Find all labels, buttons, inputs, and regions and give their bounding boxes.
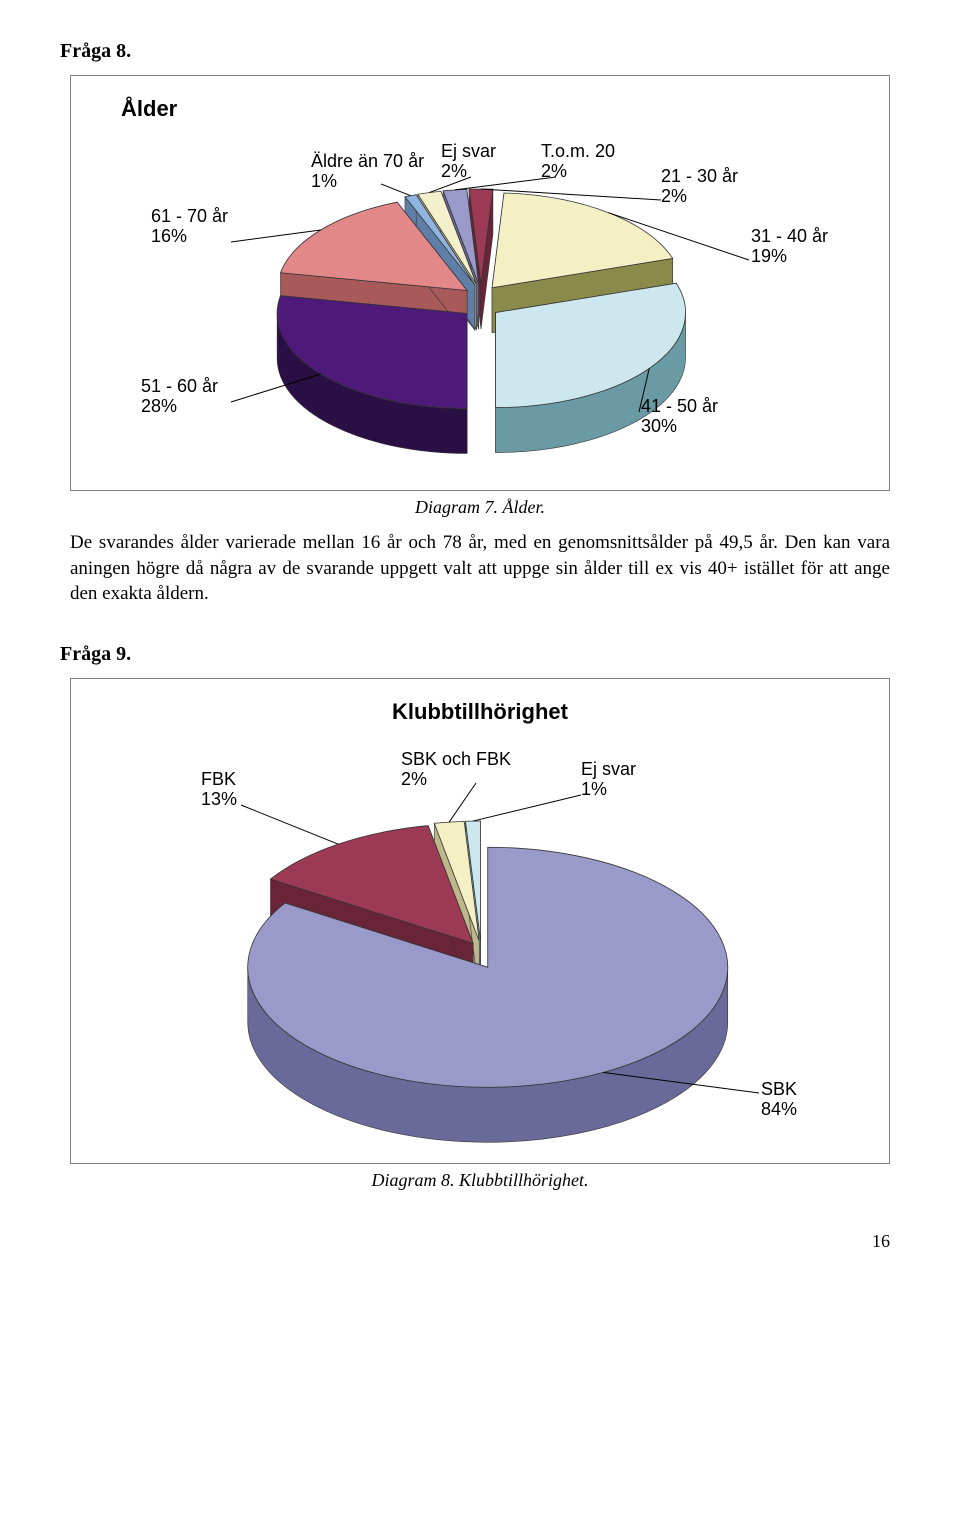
pie-slice-label: Äldre än 70 år1% [311, 151, 424, 191]
pie-slice-label: 31 - 40 år19% [751, 226, 828, 266]
chart-age-title: Ålder [121, 96, 879, 122]
chart-klubb: FBK13% SBK och FBK2% Ej svar1% SBK84% [81, 725, 881, 1155]
pie-slice-label: 41 - 50 år30% [641, 396, 718, 436]
pie-slice-label: SBK och FBK2% [401, 749, 511, 789]
pie-slice-label: 61 - 70 år16% [151, 206, 228, 246]
page-number: 16 [60, 1231, 900, 1252]
question-8-heading: Fråga 8. [60, 40, 900, 63]
chart-klubb-box: Klubbtillhörighet FBK13% SBK och FBK2% Ej … [70, 678, 890, 1164]
chart-klubb-title: Klubbtillhörighet [81, 699, 879, 725]
pie-slice-label: SBK84% [761, 1079, 797, 1119]
q8-body-text: De svarandes ålder varierade mellan 16 å… [70, 530, 890, 607]
chart-age-box: Ålder 51 - 60 år28% 61 - 70 år16% Äldre än… [70, 75, 890, 491]
chart-age: 51 - 60 år28% 61 - 70 år16% Äldre än 70 år… [81, 122, 881, 482]
pie-slice-label: 51 - 60 år28% [141, 376, 218, 416]
pie-slice-label: 21 - 30 år2% [661, 166, 738, 206]
pie-slice-label: T.o.m. 202% [541, 141, 615, 181]
question-9-heading: Fråga 9. [60, 643, 900, 666]
pie-slice-label: FBK13% [201, 769, 237, 809]
chart-age-caption: Diagram 7. Ålder. [60, 497, 900, 518]
pie-slice-label: Ej svar2% [441, 141, 496, 181]
pie-slice-label: Ej svar1% [581, 759, 636, 799]
chart-klubb-caption: Diagram 8. Klubbtillhörighet. [60, 1170, 900, 1191]
